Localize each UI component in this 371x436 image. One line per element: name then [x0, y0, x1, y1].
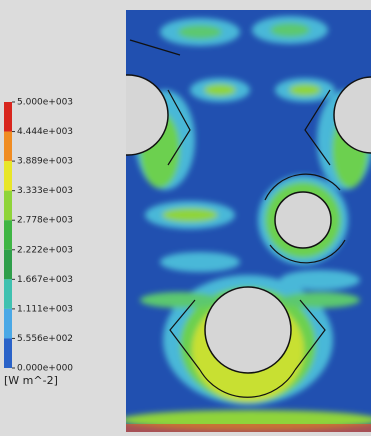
legend-swatch [4, 132, 12, 162]
legend-label: 5.000e+003 [17, 98, 73, 108]
legend-swatch [4, 309, 12, 339]
legend-label: 5.556e+002 [17, 334, 73, 344]
legend-unit: [W m^-2] [4, 374, 58, 387]
legend-label: 4.444e+003 [17, 127, 73, 137]
contour-plot [88, 10, 371, 432]
legend-swatch [4, 161, 12, 191]
legend-label: 0.000e+000 [17, 364, 73, 374]
legend-swatch [4, 279, 12, 309]
screenshot: 5.000e+003 4.444e+003 3.889e+003 3.333e+003… [0, 0, 371, 432]
legend: 5.000e+003 4.444e+003 3.889e+003 3.333e+003… [4, 98, 73, 374]
legend-label: 2.222e+003 [17, 245, 73, 255]
legend-label: 1.111e+003 [17, 304, 73, 314]
legend-swatch [4, 250, 12, 280]
legend-label: 1.667e+003 [17, 275, 73, 285]
legend-swatch [4, 191, 12, 221]
bottom-edge [126, 424, 371, 432]
legend-swatch [4, 102, 12, 132]
legend-swatch [4, 338, 12, 368]
legend-label: 3.889e+003 [17, 157, 73, 167]
legend-label: 2.778e+003 [17, 216, 73, 226]
page: 5.000e+003 4.444e+003 3.889e+003 3.333e+003… [0, 0, 371, 432]
legend-swatch [4, 220, 12, 250]
legend-label: 3.333e+003 [17, 186, 73, 196]
